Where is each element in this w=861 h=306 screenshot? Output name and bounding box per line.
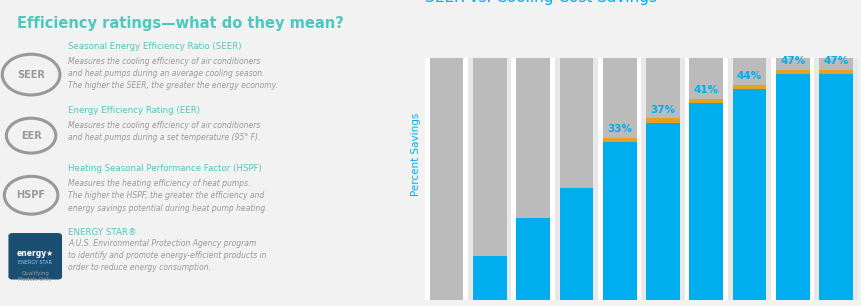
- Bar: [645, 121, 679, 300]
- Text: 37%: 37%: [650, 105, 675, 115]
- Bar: [727, 58, 771, 300]
- Bar: [732, 84, 765, 89]
- Bar: [814, 58, 857, 300]
- Bar: [602, 140, 635, 300]
- Bar: [554, 58, 598, 300]
- Bar: [732, 58, 765, 87]
- Bar: [689, 99, 722, 103]
- Text: Energy Efficiency Rating (EER): Energy Efficiency Rating (EER): [68, 106, 200, 115]
- Bar: [516, 218, 549, 300]
- Bar: [511, 58, 554, 300]
- Text: Qualifying
Models Only: Qualifying Models Only: [18, 271, 52, 282]
- Bar: [429, 58, 463, 300]
- Bar: [602, 138, 635, 142]
- Bar: [775, 58, 808, 72]
- Text: A U.S. Environmental Protection Agency program
to identify and promote energy-ef: A U.S. Environmental Protection Agency p…: [68, 239, 267, 272]
- Text: 47%: 47%: [779, 56, 804, 66]
- Bar: [641, 58, 684, 300]
- Bar: [689, 58, 722, 101]
- Text: ENERGY STAR®: ENERGY STAR®: [68, 228, 137, 237]
- Bar: [598, 58, 641, 300]
- Bar: [818, 72, 852, 300]
- Bar: [559, 188, 592, 300]
- Bar: [468, 58, 511, 300]
- Bar: [689, 101, 722, 300]
- Bar: [818, 58, 852, 72]
- Bar: [645, 58, 679, 121]
- Text: 33%: 33%: [606, 124, 631, 134]
- Text: SEER: SEER: [17, 69, 45, 80]
- Text: Efficiency ratings—what do they mean?: Efficiency ratings—what do they mean?: [16, 17, 344, 32]
- Text: 47%: 47%: [822, 56, 848, 66]
- Text: ENERGY STAR: ENERGY STAR: [18, 259, 53, 265]
- Bar: [424, 58, 468, 300]
- Bar: [473, 256, 506, 300]
- Text: Measures the heating efficiency of heat pumps.
The higher the HSPF, the greater : Measures the heating efficiency of heat …: [68, 179, 268, 213]
- Text: EER: EER: [21, 131, 41, 141]
- Bar: [771, 58, 814, 300]
- Text: energy★: energy★: [16, 249, 53, 259]
- Bar: [559, 58, 592, 188]
- Text: 44%: 44%: [736, 71, 761, 81]
- Text: Measures the cooling efficiency of air conditioners
and heat pumps during an ave: Measures the cooling efficiency of air c…: [68, 57, 278, 91]
- Text: 41%: 41%: [693, 85, 718, 95]
- Text: Seasonal Energy Efficiency Ratio (SEER): Seasonal Energy Efficiency Ratio (SEER): [68, 42, 241, 51]
- Text: SEER vs. Cooling Cost Savings: SEER vs. Cooling Cost Savings: [424, 0, 656, 5]
- Bar: [775, 72, 808, 300]
- Bar: [516, 58, 549, 218]
- FancyBboxPatch shape: [9, 233, 62, 280]
- Bar: [602, 58, 635, 140]
- Bar: [818, 70, 852, 74]
- Bar: [732, 87, 765, 300]
- Bar: [473, 58, 506, 256]
- Text: Heating Seasonal Performance Factor (HSPF): Heating Seasonal Performance Factor (HSP…: [68, 164, 262, 174]
- Text: HSPF: HSPF: [16, 190, 46, 200]
- Bar: [684, 58, 727, 300]
- Text: Measures the cooling efficiency of air conditioners
and heat pumps during a set : Measures the cooling efficiency of air c…: [68, 121, 260, 142]
- Y-axis label: Percent Savings: Percent Savings: [411, 113, 420, 196]
- Bar: [775, 70, 808, 74]
- Bar: [645, 118, 679, 123]
